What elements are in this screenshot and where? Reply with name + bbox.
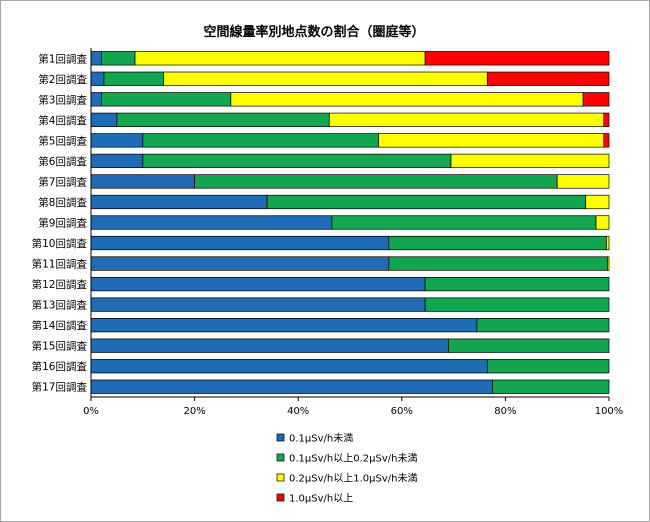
bar-series1-row11 <box>90 256 390 271</box>
category-label-12: 第12回調査 <box>32 278 88 291</box>
bars-group <box>90 51 610 394</box>
bar-series1-row3 <box>90 92 102 107</box>
category-label-5: 第5回調査 <box>38 134 87 147</box>
axes-group: 0% 20% 40% 60% 80% 100% <box>83 48 623 417</box>
category-label-10: 第10回調査 <box>32 237 88 250</box>
bar-series2-row14 <box>476 318 610 333</box>
category-label-9: 第9回調査 <box>38 217 87 230</box>
category-label-2: 第2回調査 <box>38 73 87 86</box>
bar-series1-row1 <box>90 51 102 66</box>
bar-series4-row3 <box>582 92 610 107</box>
bar-series2-row3 <box>101 92 232 107</box>
bar-series1-row10 <box>90 235 390 251</box>
bar-series1-row5 <box>90 133 144 148</box>
bar-series2-row7 <box>194 174 558 189</box>
bar-series3-row8 <box>585 194 610 210</box>
bar-series3-row11 <box>607 256 610 271</box>
bar-series1-row12 <box>90 276 426 292</box>
bar-series1-row13 <box>90 297 426 312</box>
bar-series4-row5 <box>603 133 610 148</box>
bar-series3-row10 <box>606 235 610 251</box>
x-tick-label-3: 40% <box>287 406 309 417</box>
bar-series2-row2 <box>103 71 164 86</box>
bar-series4-row1 <box>424 51 610 66</box>
bar-series1-row6 <box>90 153 144 169</box>
bar-series1-row17 <box>90 379 493 394</box>
bar-series2-row16 <box>486 359 610 374</box>
category-label-6: 第6回調査 <box>38 155 87 168</box>
legend-label-2: 0.1μSv/h以上0.2μSv/h未満 <box>289 453 417 465</box>
legend-swatch-2 <box>276 453 285 462</box>
bar-series4-row4 <box>603 112 610 127</box>
legend-swatch-4 <box>276 493 285 502</box>
bar-series1-row2 <box>90 71 105 86</box>
bar-series3-row4 <box>328 112 605 127</box>
category-label-3: 第3回調査 <box>38 93 87 106</box>
bar-series3-row6 <box>450 153 610 169</box>
bar-series2-row9 <box>331 215 597 230</box>
legend-swatch-3 <box>276 473 285 482</box>
bar-series2-row5 <box>142 133 379 148</box>
category-label-8: 第8回調査 <box>38 196 87 209</box>
category-label-17: 第17回調査 <box>32 381 88 394</box>
bar-series2-row17 <box>492 379 610 394</box>
bar-series1-row7 <box>90 174 195 189</box>
category-label-16: 第16回調査 <box>32 360 88 373</box>
bar-series2-row8 <box>266 194 587 210</box>
category-label-4: 第4回調査 <box>38 114 87 127</box>
category-label-7: 第7回調査 <box>38 175 87 188</box>
bar-series2-row6 <box>142 153 452 169</box>
bar-series2-row10 <box>388 235 607 251</box>
chart-title: 空間線量率別地点数の割合（圏庭等） <box>203 24 424 40</box>
bar-series2-row13 <box>424 297 610 312</box>
x-tick-label-6: 100% <box>595 406 624 417</box>
bar-series1-row14 <box>90 318 478 333</box>
bar-series3-row2 <box>163 71 488 86</box>
legend-swatch-1 <box>276 433 285 442</box>
bar-series3-row3 <box>230 92 584 107</box>
bar-series3-row1 <box>134 51 426 66</box>
bar-series3-row9 <box>595 215 610 230</box>
category-label-15: 第15回調査 <box>32 340 88 353</box>
bar-series1-row4 <box>90 112 118 127</box>
bar-series2-row12 <box>424 276 610 292</box>
x-tick-label-2: 20% <box>183 406 205 417</box>
x-tick-label-5: 80% <box>494 406 516 417</box>
bar-series3-row7 <box>556 174 610 189</box>
x-tick-label-1: 0% <box>83 406 99 417</box>
bar-series4-row2 <box>486 71 610 86</box>
bar-series1-row15 <box>90 338 449 353</box>
bar-series1-row9 <box>90 215 333 230</box>
category-label-13: 第13回調査 <box>32 299 88 312</box>
bar-series2-row11 <box>388 256 608 271</box>
x-tick-label-4: 60% <box>391 406 413 417</box>
bar-series1-row8 <box>90 194 268 210</box>
category-labels: 第1回調査第2回調査第3回調査第4回調査第5回調査第6回調査第7回調査第8回調査… <box>32 52 88 393</box>
bar-series2-row15 <box>448 338 610 353</box>
legend-label-1: 0.1μSv/h未満 <box>289 433 353 445</box>
bar-series1-row16 <box>90 359 488 374</box>
category-label-1: 第1回調査 <box>38 52 87 65</box>
bar-series2-row1 <box>101 51 136 66</box>
legend-label-3: 0.2μSv/h以上1.0μSv/h未満 <box>289 473 417 485</box>
legend: 0.1μSv/h未満 0.1μSv/h以上0.2μSv/h未満 0.2μSv/h以上… <box>276 433 417 505</box>
bar-series2-row4 <box>116 112 330 127</box>
bar-series3-row5 <box>378 133 605 148</box>
category-label-11: 第11回調査 <box>32 258 88 271</box>
category-label-14: 第14回調査 <box>32 319 88 332</box>
legend-label-4: 1.0μSv/h以上 <box>289 493 353 505</box>
